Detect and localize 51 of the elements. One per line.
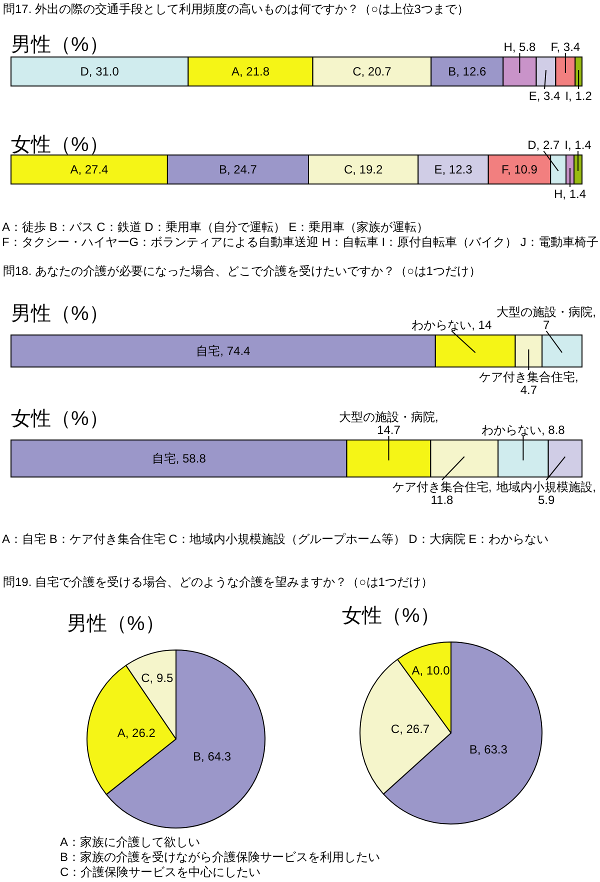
data-label: わからない, 14 — [412, 318, 492, 332]
data-label: 4.7 — [520, 383, 537, 397]
data-label: B, 24.7 — [218, 162, 257, 176]
data-label: I, 1.4 — [564, 138, 592, 152]
data-label: B, 64.3 — [193, 749, 232, 764]
data-label: 5.9 — [538, 493, 555, 507]
data-label: 大型の施設・病院, — [339, 410, 438, 424]
data-label: D, 31.0 — [80, 64, 119, 78]
data-label: A, 26.2 — [117, 726, 156, 740]
subtitle: 男性（%） — [67, 613, 165, 635]
data-label: C, 26.7 — [390, 722, 430, 736]
data-label: A, 10.0 — [412, 664, 450, 678]
title: 問18. あなたの介護が必要になった場合、どこで介護を受けたいですか？（○は1つだけ） — [3, 264, 481, 278]
data-label: ケア付き集合住宅, — [392, 480, 492, 494]
data-label: わからない, 8.8 — [482, 423, 565, 437]
annotation: F：タクシー・ハイヤーG：ボランティアによる自動車送迎 H：自転車 I：原付自転車（バイク） J：電動車椅子 — [2, 235, 598, 249]
data-label: 7 — [542, 318, 550, 332]
data-label: 自宅, 74.4 — [196, 344, 250, 358]
annotation: A：徒歩 B：バス C：鉄道 D：乗用車（自分で運転） E：乗用車（家族が運転） — [2, 220, 429, 234]
annotation: A：家族に介護して欲しい — [60, 835, 200, 849]
data-label: B, 12.6 — [448, 64, 486, 78]
data-label: F, 10.9 — [501, 162, 538, 176]
data-label: H, 5.8 — [504, 40, 536, 54]
data-label: H, 1.4 — [554, 187, 586, 201]
data-label: 地域内小規模施設, — [496, 480, 596, 494]
data-label: E, 12.3 — [434, 162, 472, 176]
subtitle: 女性（%） — [11, 134, 109, 156]
data-label: A, 21.8 — [231, 64, 270, 78]
data-label: 大型の施設・病院, — [496, 305, 596, 319]
data-label: C, 9.5 — [141, 670, 174, 685]
data-label: 14.7 — [377, 423, 400, 437]
title: 問19. 自宅で介護を受ける場合、どのような介護を望みますか？（○は1つだけ） — [3, 575, 433, 589]
title: 問17. 外出の際の交通手段として利用頻度の高いものは何ですか？（○は上位3つまで） — [3, 2, 469, 16]
data-label: B, 63.3 — [469, 742, 508, 757]
annotation: B：家族の介護を受けながら介護保険サービスを利用したい — [60, 850, 380, 864]
annotation: A：自宅 B：ケア付き集合住宅 C：地域内小規模施設（グループホーム等） D：大病院 E：わからない — [2, 532, 549, 546]
annotation: C：介護保険サービスを中心にしたい — [60, 865, 261, 879]
data-label: C, 20.7 — [352, 64, 392, 78]
subtitle: 女性（%） — [342, 605, 440, 627]
data-label: 自宅, 58.8 — [152, 452, 206, 466]
data-label: D, 2.7 — [528, 138, 560, 152]
subtitle: 男性（%） — [11, 303, 109, 325]
data-label: I, 1.2 — [565, 89, 592, 103]
data-label: F, 3.4 — [550, 40, 580, 54]
data-label: A, 27.4 — [70, 162, 108, 176]
data-label: C, 19.2 — [344, 162, 383, 176]
data-label: ケア付き集合住宅, — [479, 370, 578, 384]
data-label: E, 3.4 — [528, 89, 560, 103]
data-label: 11.8 — [430, 493, 454, 507]
subtitle: 女性（%） — [11, 408, 109, 430]
subtitle: 男性（%） — [11, 34, 109, 56]
